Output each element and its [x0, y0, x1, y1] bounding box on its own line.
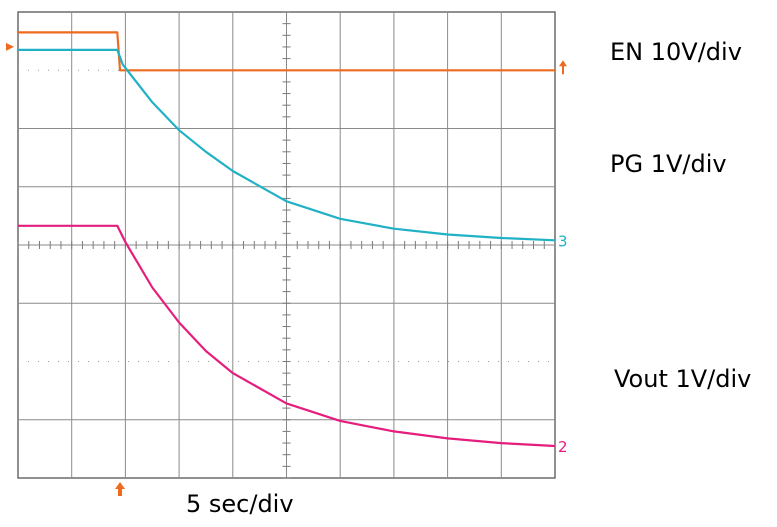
series-label-pg: PG 1V/div — [610, 150, 727, 178]
markers: 32 — [6, 42, 568, 496]
series-label-vout: Vout 1V/div — [614, 365, 752, 393]
channel-marker: 3 — [558, 232, 568, 250]
graticule — [17, 11, 556, 479]
trigger-marker — [115, 482, 126, 496]
en-level-marker — [559, 60, 567, 75]
left-level-marker — [6, 42, 14, 51]
trace-line — [18, 48, 556, 242]
traces — [18, 31, 556, 448]
channel-marker: 2 — [558, 438, 568, 456]
x-axis-label: 5 sec/div — [186, 490, 294, 518]
trace-line — [18, 224, 556, 448]
series-label-en: EN 10V/div — [610, 38, 742, 66]
